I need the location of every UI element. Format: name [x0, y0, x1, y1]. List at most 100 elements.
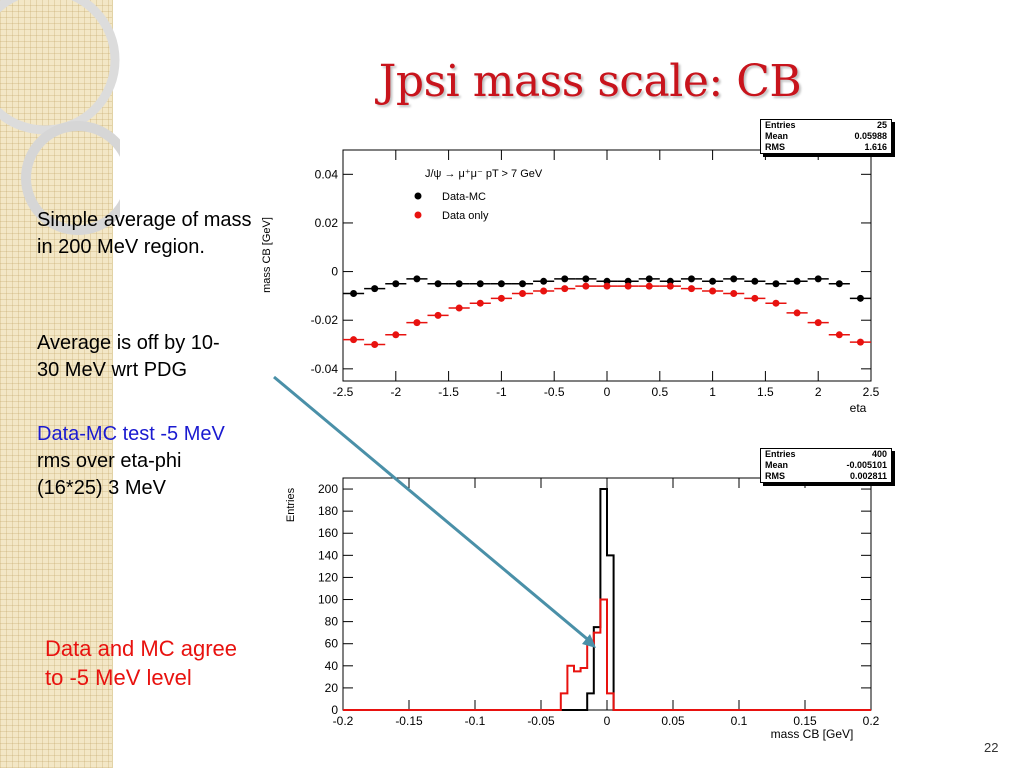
- top-data-point: [540, 287, 548, 295]
- top-data-point: [687, 285, 695, 293]
- conclusion-line2: to -5 MeV level: [45, 665, 192, 690]
- top-plot-frame: [342, 149, 872, 382]
- top-data-point: [371, 285, 379, 293]
- top-data-point: [413, 319, 421, 327]
- bottom-xtick-label: -0.05: [527, 714, 555, 728]
- bottom-stats-entries: 400: [871, 449, 887, 459]
- top-stats-entries-label: Entries: [765, 120, 796, 130]
- top-data-point: [561, 285, 569, 293]
- top-data-point: [666, 277, 674, 285]
- top-data-point: [476, 280, 484, 288]
- bottom-xtick-label: -0.1: [465, 714, 486, 728]
- bottom-ytick-label: 40: [325, 659, 339, 673]
- pointer-arrowhead: [582, 634, 596, 648]
- top-data-point: [582, 282, 590, 290]
- bottom-xlabel: mass CB [GeV]: [771, 727, 854, 741]
- top-data-point: [709, 277, 717, 285]
- top-data-point: [751, 277, 759, 285]
- top-data-point: [687, 275, 695, 283]
- top-data-point: [835, 280, 843, 288]
- top-data-point: [519, 289, 527, 297]
- bottom-stats-mean-label: Mean: [765, 460, 789, 470]
- top-data-point: [772, 299, 780, 307]
- top-xtick-label: 0.5: [651, 385, 668, 399]
- top-stats-rms: 1.616: [864, 142, 887, 152]
- bottom-xtick-label: 0.15: [793, 714, 817, 728]
- top-ytick-label: -0.04: [311, 362, 339, 376]
- top-stats-mean-label: Mean: [765, 131, 789, 141]
- bottom-ytick-label: 140: [318, 548, 338, 562]
- bottom-ytick-label: 180: [318, 504, 338, 518]
- top-xtick-label: -0.5: [544, 385, 565, 399]
- top-data-point: [814, 319, 822, 327]
- bottom-xtick-label: 0.05: [661, 714, 685, 728]
- top-ytick-label: 0: [331, 265, 338, 279]
- bottom-ytick-label: 20: [325, 681, 339, 695]
- top-data-point: [434, 280, 442, 288]
- top-ytick-label: -0.02: [311, 313, 339, 327]
- top-data-point: [434, 311, 442, 319]
- top-data-point: [666, 282, 674, 290]
- top-data-point: [751, 294, 759, 302]
- top-xtick-label: 1: [709, 385, 716, 399]
- bottom-xtick-label: 0.2: [863, 714, 880, 728]
- top-data-point: [730, 275, 738, 283]
- top-data-point: [519, 280, 527, 288]
- top-data-point: [645, 282, 653, 290]
- note-rms-line1: rms over eta-phi: [37, 450, 182, 472]
- top-data-point: [793, 277, 801, 285]
- top-data-point: [392, 331, 400, 339]
- top-data-point: [455, 280, 463, 288]
- top-ytick-label: 0.04: [315, 167, 339, 181]
- top-data-point: [814, 275, 822, 283]
- top-data-point: [476, 299, 484, 307]
- bottom-stats-rms: 0.002811: [849, 471, 887, 481]
- top-xtick-label: -2: [390, 385, 401, 399]
- legend-label-data-mc: Data-MC: [442, 191, 486, 203]
- bottom-ytick-label: 100: [318, 593, 338, 607]
- top-data-point: [497, 294, 505, 302]
- ring-small: [21, 121, 120, 235]
- bottom-stats-mean: -0.005101: [846, 460, 887, 470]
- bottom-ytick-label: 80: [325, 615, 339, 629]
- legend-marker-data-mc: [414, 192, 422, 200]
- top-data-point: [603, 282, 611, 290]
- top-ytick-label: 0.02: [315, 216, 339, 230]
- top-data-point: [350, 336, 358, 344]
- top-data-point: [603, 277, 611, 285]
- ring-large: [0, 0, 120, 135]
- bottom-xtick-label: -0.2: [333, 714, 354, 728]
- top-data-point: [540, 277, 548, 285]
- top-data-point: [413, 275, 421, 283]
- top-ylabel: mass CB [GeV]: [261, 217, 273, 293]
- top-data-point: [856, 294, 864, 302]
- bottom-plot-frame: [342, 477, 872, 711]
- top-xtick-label: 2: [815, 385, 822, 399]
- top-data-point: [709, 287, 717, 295]
- slide-title: Jpsi mass scale: CB: [378, 56, 802, 107]
- top-data-point: [835, 331, 843, 339]
- bottom-ytick-label: 0: [331, 703, 338, 717]
- top-data-point: [497, 280, 505, 288]
- note-rms-line2: (16*25) 3 MeV: [37, 477, 166, 499]
- bottom-xtick-label: -0.15: [395, 714, 423, 728]
- top-xtick-label: -1.5: [438, 385, 459, 399]
- note-simple-average: Simple average of mass in 200 MeV region…: [37, 209, 252, 258]
- top-data-point: [392, 280, 400, 288]
- top-stats-mean: 0.05988: [854, 131, 887, 141]
- top-stats-entries: 25: [876, 120, 887, 130]
- note-data-mc-test: Data-MC test -5 MeV: [37, 423, 225, 445]
- top-data-point: [561, 275, 569, 283]
- legend-marker-data-only: [414, 211, 422, 219]
- bottom-ytick-label: 160: [318, 526, 338, 540]
- bottom-ylabel: Entries: [285, 487, 297, 522]
- conclusion-line1: Data and MC agree: [45, 636, 237, 661]
- top-data-point: [645, 275, 653, 283]
- note-average-off-line2: 30 MeV wrt PDG: [37, 359, 188, 381]
- bottom-ytick-label: 60: [325, 637, 339, 651]
- top-xtick-label: 0: [604, 385, 611, 399]
- bottom-stats-rms-label: RMS: [765, 471, 785, 481]
- bottom-xtick-label: 0.1: [731, 714, 748, 728]
- page-number: 22: [984, 740, 999, 755]
- bottom-stats-box: Entries 400 Mean -0.005101 RMS 0.002811: [760, 448, 892, 483]
